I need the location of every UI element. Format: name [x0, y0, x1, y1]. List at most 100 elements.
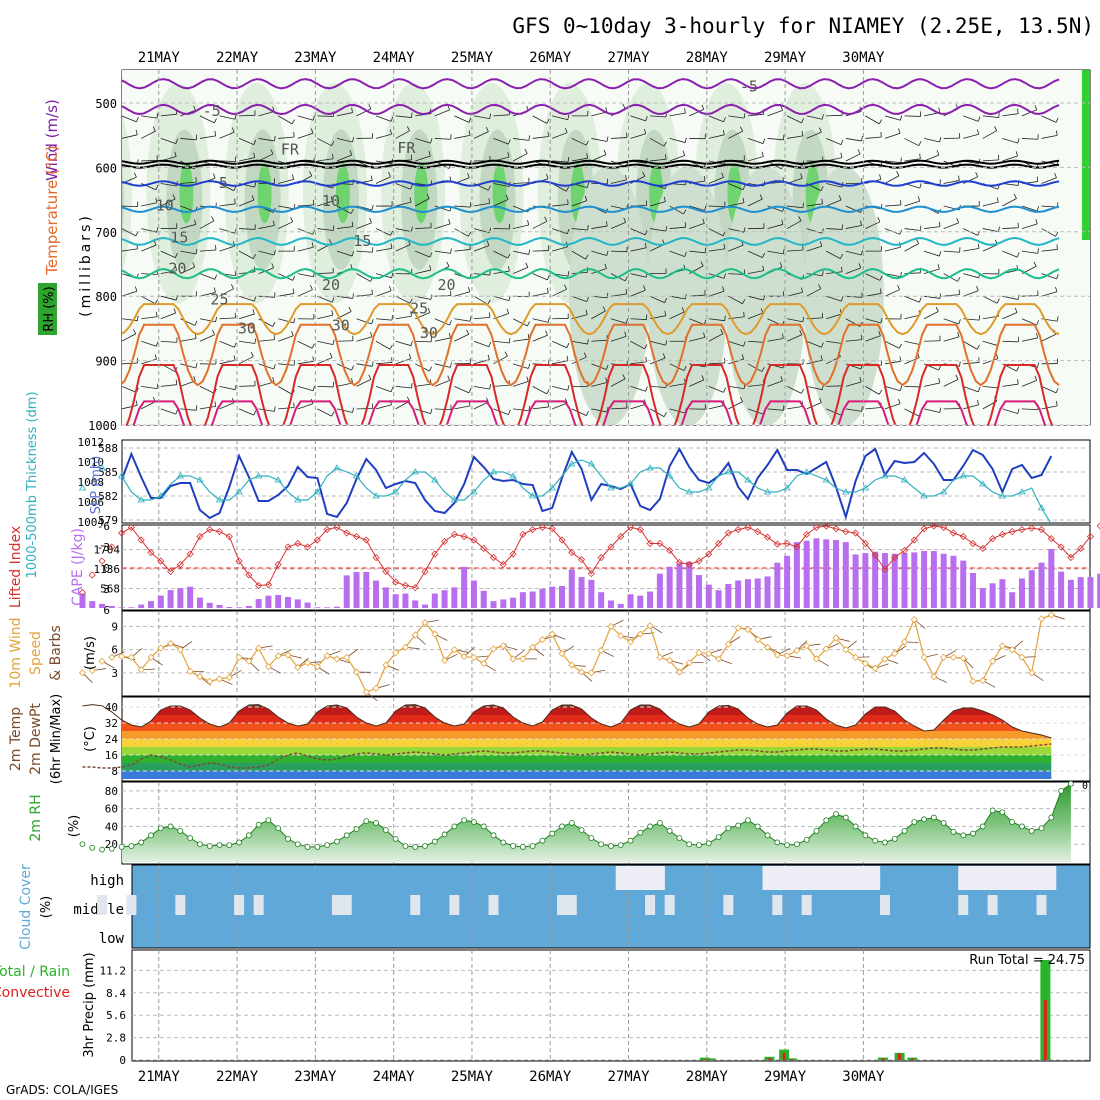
ylabel-cloud-units: (%) — [39, 896, 54, 919]
wind-barb — [122, 318, 138, 322]
wind-barb — [924, 226, 941, 229]
wind-barb-flag — [175, 409, 178, 415]
wind-barb-flag — [156, 383, 159, 389]
thickness-point — [352, 472, 361, 479]
contour-15 — [122, 236, 1060, 246]
wind-barb — [415, 340, 432, 343]
wind-barb — [943, 336, 960, 342]
wind-barb — [865, 318, 881, 324]
wind-barb-flag — [645, 356, 647, 362]
wind-barb-flag — [547, 131, 549, 137]
li-point — [568, 549, 576, 557]
wind-barb — [258, 381, 275, 387]
wind-barb-flag — [253, 410, 257, 416]
wind-barb — [689, 250, 706, 254]
li-point — [529, 525, 537, 534]
li-point — [969, 539, 977, 548]
li-point — [176, 560, 184, 569]
wind-barb — [493, 340, 510, 344]
wind-barb-flag — [430, 294, 433, 300]
wind10m-point — [783, 652, 791, 660]
ylabel-dewpt2m: 2m DewPt — [28, 703, 44, 775]
wind-barb-flag — [956, 218, 959, 223]
wind-barb-flag — [567, 385, 570, 391]
wind-barb — [591, 339, 608, 342]
ylabel-precip-total: Total / Rain — [0, 964, 70, 980]
ylabel-wind10m: 10m Wind — [8, 617, 24, 688]
wind-barb-flag — [840, 152, 843, 158]
wind-barb-flag — [723, 243, 726, 249]
wind-barb-flag — [566, 343, 570, 348]
wind-barb — [786, 334, 802, 342]
wind10m-point — [382, 661, 390, 669]
li-point — [147, 549, 155, 557]
pressure-tick-label: 1000 — [88, 419, 117, 433]
wind-barb-flag — [430, 408, 433, 414]
wind-barb — [454, 205, 471, 208]
ylabel-wind-barbs: & Barbs — [48, 625, 64, 681]
wind-barb — [239, 385, 256, 387]
wind-barb-flag — [701, 104, 705, 110]
wind-barb-flag — [467, 172, 470, 178]
cloud-high-gap — [821, 866, 832, 890]
wind-barb-flag — [273, 250, 276, 256]
wind-barb — [845, 408, 862, 412]
cape-tick: 1136 — [94, 563, 121, 576]
wind-barb-flag — [234, 114, 237, 120]
rh-point — [285, 835, 291, 842]
cape-bar — [441, 590, 448, 608]
rh-point — [637, 829, 644, 836]
wind-barb-flag — [233, 342, 237, 348]
wind-barb — [160, 198, 176, 207]
wind-barb-flag — [488, 185, 491, 191]
wind-barb-flag — [426, 193, 430, 199]
wind-barb — [728, 401, 743, 410]
rh-point — [255, 821, 262, 828]
wind-barb-flag — [958, 289, 960, 295]
wind-barb — [591, 408, 608, 413]
wind-barb-flag — [567, 199, 569, 205]
wind-barb-flag — [976, 344, 980, 350]
wind-barb — [258, 153, 274, 162]
wind10m-point — [891, 649, 899, 658]
wind-barb-flag — [449, 332, 451, 339]
wind-barb — [258, 138, 275, 142]
cape-bar — [275, 594, 282, 608]
wind-barb-flag — [370, 331, 373, 337]
wind-barb-flag — [779, 262, 783, 268]
wind-barb — [689, 337, 705, 342]
rh-point — [519, 843, 526, 850]
contour-minus5 — [122, 103, 1060, 116]
wind-barb-flag — [312, 115, 315, 121]
rh-tick: 40 — [105, 820, 118, 833]
wind-barb — [747, 138, 764, 145]
wind-barb-flag — [194, 320, 198, 326]
wind-barb-flag — [585, 140, 589, 146]
pressure-tick-label: 500 — [95, 97, 117, 111]
li-point — [920, 525, 928, 533]
wind10m-point — [1028, 669, 1036, 677]
wind-barb — [630, 115, 646, 122]
wind-barb — [767, 138, 784, 141]
pressure-tick-label: 600 — [95, 161, 117, 175]
thickness-point — [313, 488, 322, 495]
wind-barb-flag — [762, 138, 766, 144]
wind-barb — [1002, 383, 1019, 387]
wind-barb — [1041, 228, 1056, 237]
rh-point — [373, 819, 379, 826]
wind-barb — [415, 227, 432, 229]
wind10m-point — [167, 639, 175, 648]
wind-barb-flag — [350, 264, 353, 270]
wind-barb-flag — [1014, 307, 1018, 313]
wind-barb-flag — [683, 209, 687, 215]
cloud-high-gap — [831, 866, 842, 890]
wind-barb-flag — [602, 306, 606, 312]
wind-barb — [513, 338, 529, 342]
cape-bar — [157, 595, 164, 608]
rh-point — [725, 825, 732, 832]
wind-barb — [219, 385, 236, 391]
wind-barb — [83, 184, 99, 185]
temperature-band — [122, 763, 1052, 771]
cape-bar — [167, 590, 174, 608]
cape-bar — [304, 602, 311, 608]
